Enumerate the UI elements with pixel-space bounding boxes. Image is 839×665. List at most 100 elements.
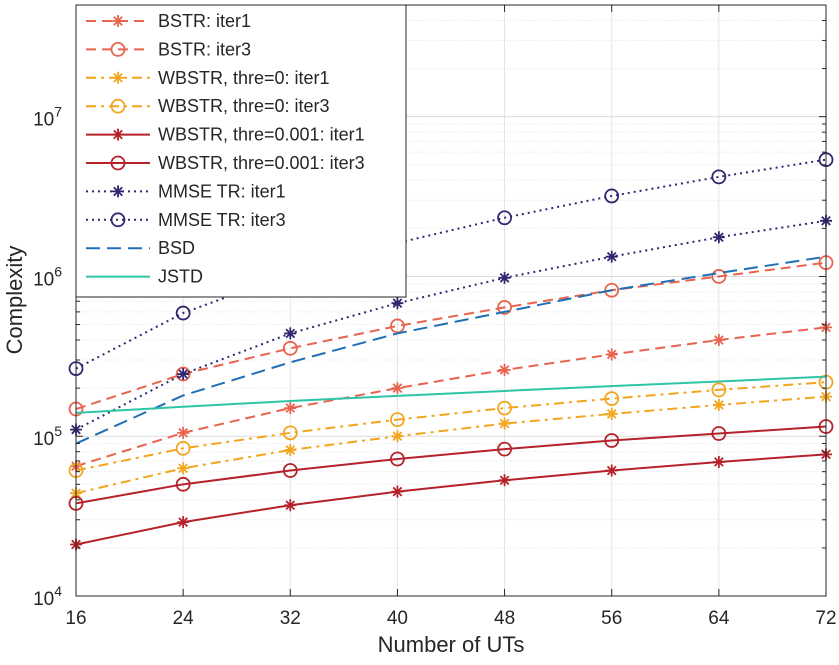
data-point [712, 455, 725, 468]
data-point [175, 440, 191, 456]
series-bsd [75, 255, 827, 445]
y-tick-label: 105 [33, 423, 62, 450]
data-point [604, 433, 620, 448]
series-line [75, 375, 827, 414]
data-point [391, 382, 404, 395]
data-point [497, 441, 512, 457]
data-point [711, 269, 727, 284]
x-tick-label: 48 [494, 608, 515, 629]
x-tick-label: 32 [280, 608, 301, 629]
series-jstd [75, 375, 827, 414]
data-point [605, 348, 618, 361]
data-point [497, 300, 512, 315]
legend-marker [110, 212, 126, 228]
legend-entry: BSD [158, 238, 195, 258]
legend-marker [112, 71, 124, 84]
data-point [175, 305, 191, 321]
y-tick-base: 10 [33, 110, 54, 131]
legend-entry: WBSTR, thre=0.001: iter1 [158, 125, 365, 145]
data-point [390, 412, 405, 428]
y-tick-exponent: 5 [54, 423, 62, 439]
data-point [177, 368, 190, 381]
data-point [712, 334, 725, 347]
data-point [391, 430, 404, 443]
data-point [711, 426, 727, 441]
data-point [284, 499, 297, 512]
y-tick-exponent: 7 [54, 104, 62, 120]
legend-entry: BSTR: iter3 [158, 39, 251, 59]
legend-entry: WBSTR, thre=0.001: iter3 [158, 153, 365, 173]
x-ticks: 16 24 32 40 48 56 64 72 [65, 5, 837, 629]
data-point [605, 407, 618, 420]
series-line [75, 425, 827, 505]
y-tick-exponent: 4 [54, 583, 62, 599]
x-tick-label: 40 [387, 608, 408, 629]
data-point [284, 402, 297, 415]
plot-frame [75, 4, 827, 597]
series-layer [68, 152, 834, 551]
data-point [498, 417, 511, 430]
data-point [497, 210, 512, 226]
y-tick-label: 107 [33, 104, 62, 131]
data-point [605, 250, 618, 263]
legend-entry: MMSE TR: iter3 [158, 210, 286, 230]
data-point [604, 188, 620, 204]
y-tick-base: 10 [33, 589, 54, 610]
data-point [498, 271, 511, 284]
series-line [75, 158, 827, 370]
y-tick-exponent: 6 [54, 263, 62, 279]
legend-marker [110, 42, 126, 57]
y-axis-title: Complexity [2, 246, 27, 355]
y-tick-base: 10 [33, 429, 54, 450]
data-point [605, 464, 618, 477]
data-point [712, 231, 725, 244]
data-point [177, 462, 190, 475]
y-tick-base: 10 [33, 269, 54, 290]
legend-entry: BSTR: iter1 [158, 11, 251, 31]
series-line [75, 255, 827, 445]
legend-entry: WBSTR, thre=0: iter3 [158, 96, 330, 116]
legend-marker [112, 128, 124, 141]
x-tick-label: 56 [601, 608, 622, 629]
legend-marker [110, 155, 126, 171]
data-point [177, 516, 190, 529]
data-point [604, 282, 620, 298]
x-tick-label: 64 [708, 608, 730, 629]
series-line [75, 381, 827, 472]
series-line [75, 261, 827, 410]
data-point [284, 327, 297, 340]
legend-marker [110, 98, 126, 114]
data-point [175, 476, 191, 492]
data-point [498, 474, 511, 487]
data-point [711, 382, 727, 398]
data-point [177, 426, 190, 439]
data-point [390, 451, 405, 467]
data-point [391, 485, 404, 498]
data-point [711, 169, 727, 185]
data-point [497, 400, 512, 416]
series-line [75, 326, 827, 468]
y-tick-label: 104 [33, 583, 62, 610]
legend-entry: JSTD [158, 267, 203, 287]
legend-marker [112, 15, 124, 27]
legend-entry: MMSE TR: iter1 [158, 181, 286, 201]
series-line [75, 219, 827, 431]
data-point [712, 398, 725, 411]
data-point [282, 425, 298, 441]
data-point [284, 443, 297, 456]
legend-entry: WBSTR, thre=0: iter1 [158, 68, 330, 88]
data-point [391, 297, 404, 310]
data-point [175, 366, 191, 382]
legend-marker [112, 185, 124, 198]
x-axis-title: Number of UTs [378, 632, 525, 657]
y-tick-label: 106 [33, 263, 62, 290]
x-tick-label: 24 [173, 608, 195, 629]
data-point [498, 363, 511, 376]
data-point [282, 340, 298, 356]
x-tick-label: 72 [815, 608, 836, 629]
series-line [75, 453, 827, 546]
data-point [604, 391, 620, 406]
